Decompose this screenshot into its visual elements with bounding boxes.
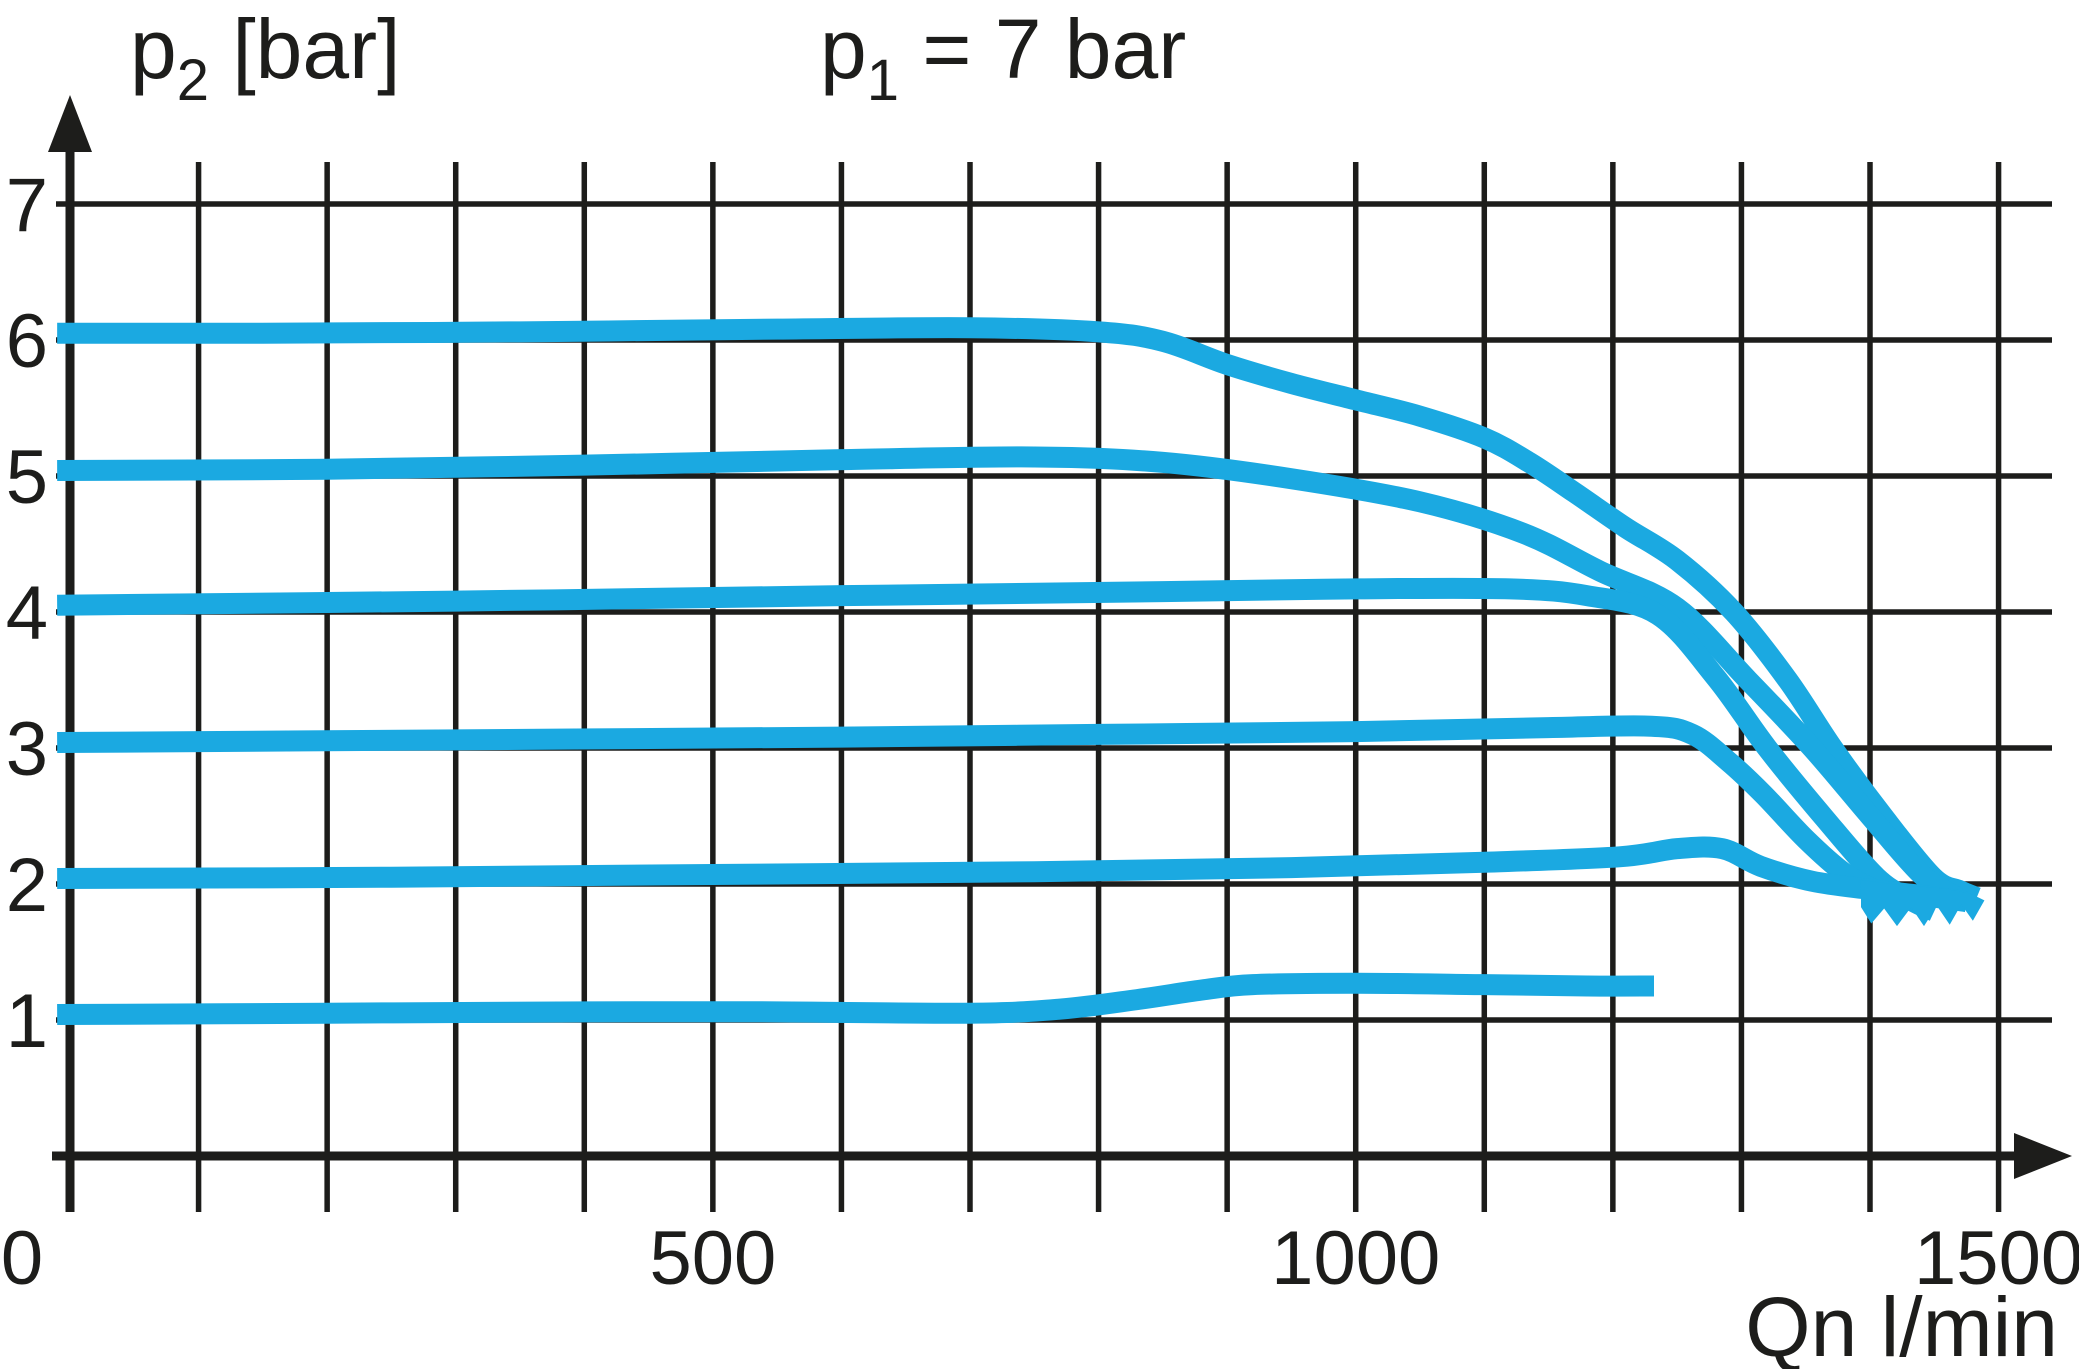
x-tick-label-500: 500 — [649, 1216, 776, 1301]
y-tick-label-5: 5 — [6, 435, 48, 520]
y-tick-label-4: 4 — [6, 571, 48, 656]
x-tick-label-1000: 1000 — [1271, 1216, 1440, 1301]
curve-set-5-bar — [57, 446, 1964, 907]
curve-set-3-bar — [57, 715, 1913, 916]
curves-convergence-sawtooth — [1860, 879, 1985, 927]
x-tick-label-1500: 1500 — [1914, 1216, 2079, 1301]
axes — [48, 95, 2072, 1212]
curve-set-6-bar — [57, 317, 1981, 908]
y-tick-label-7: 7 — [6, 163, 48, 248]
y-axis-arrow-icon — [48, 95, 92, 152]
y-tick-label-6: 6 — [6, 299, 48, 384]
x-axis-arrow-icon — [2014, 1133, 2072, 1179]
curves — [57, 317, 1985, 1026]
x-tick-label-0: 0 — [1, 1216, 43, 1301]
chart-title: p1 = 7 bar — [820, 2, 1186, 113]
x-axis-title: Qn l/min — [1745, 1280, 2058, 1369]
curve-set-2-bar — [57, 836, 1968, 913]
y-axis-title: p2 [bar] — [130, 2, 400, 113]
curve-set-1-bar — [57, 972, 1655, 1026]
y-tick-label-3: 3 — [6, 707, 48, 792]
curve-set-4-bar — [57, 577, 1939, 921]
y-tick-label-1: 1 — [6, 979, 48, 1064]
y-tick-label-2: 2 — [6, 843, 48, 928]
tick-labels: 7 6 5 4 3 2 1 0 500 1000 1500 — [1, 163, 2079, 1301]
